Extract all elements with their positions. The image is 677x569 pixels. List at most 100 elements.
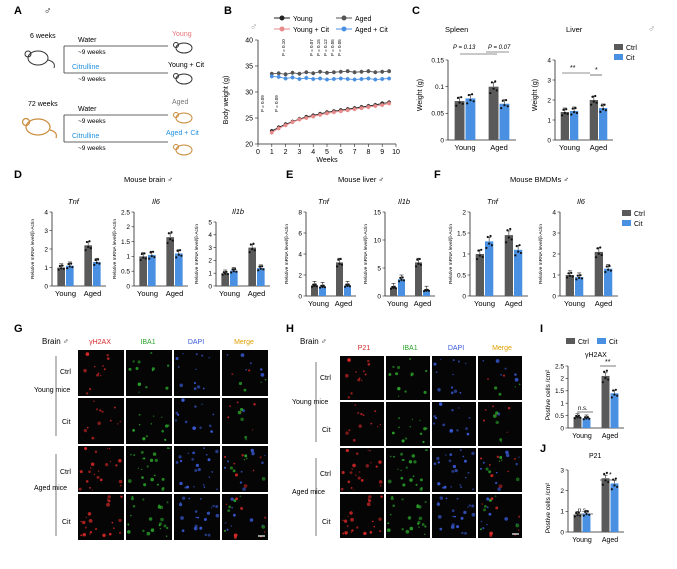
cell-signal [489, 531, 493, 536]
cell-signal [352, 463, 356, 468]
cell-signal [450, 486, 452, 488]
replicate-dot [315, 285, 318, 288]
cell-signal [153, 474, 156, 477]
replicate-dot [94, 258, 97, 262]
replicate-dot [495, 89, 498, 92]
cell-signal [107, 498, 109, 500]
cell-signal [500, 374, 502, 376]
replicate-dot [585, 513, 588, 516]
cell-signal [518, 456, 520, 458]
y-tick-label: 4 [44, 209, 48, 216]
cell-signal [250, 448, 255, 453]
cell-signal [244, 435, 248, 439]
cell-signal [118, 459, 122, 463]
panel-letter: B [224, 5, 232, 17]
data-point [345, 108, 350, 113]
cell-signal [182, 352, 184, 355]
y-tick-label: 30 [245, 90, 253, 97]
cell-signal [236, 401, 239, 404]
cell-signal [370, 422, 373, 425]
panel-title: Mouse BMDMs ♂ [510, 175, 569, 184]
cell-signal [120, 495, 123, 498]
cell-signal [362, 414, 365, 417]
legend-label: Ctrl [626, 45, 637, 52]
cell-signal [243, 459, 246, 461]
cell-signal [421, 523, 425, 526]
cell-signal [148, 517, 153, 521]
cell-signal [239, 495, 242, 498]
bar [84, 245, 92, 286]
y-tick-label: 5 [208, 219, 212, 226]
cell-signal [505, 453, 510, 458]
micrograph-grid-g [78, 350, 268, 540]
replicate-dot [504, 241, 508, 244]
p-value: P = 0.09 [260, 95, 265, 112]
cell-signal [359, 471, 361, 473]
cell-signal [197, 468, 201, 472]
replicate-dot [492, 87, 495, 90]
cell-signal [460, 486, 462, 489]
replicate-dot [319, 286, 322, 289]
y-tick-label: 6 [298, 230, 302, 237]
y-tick-label: 1 [560, 509, 564, 516]
y-axis-label: Relative mRNA level/β-Actin [194, 224, 200, 284]
cell-signal [425, 369, 428, 373]
micrograph-tile [126, 446, 172, 492]
y-tick-label: 3 [560, 467, 564, 474]
ns-label: n.s. [578, 406, 588, 412]
cell-signal [498, 484, 503, 489]
y-tick-label: 2.5 [555, 363, 564, 370]
cell-signal [97, 470, 100, 472]
cell-signal [106, 502, 110, 507]
replicate-dot [399, 276, 402, 279]
cell-signal [199, 497, 202, 500]
bar [560, 112, 569, 140]
cell-signal [409, 357, 412, 360]
replicate-dot [579, 274, 582, 277]
replicate-dot [221, 273, 224, 276]
cell-signal [432, 422, 436, 425]
replicate-dot [337, 258, 340, 261]
cell-signal [118, 531, 122, 535]
legend-swatch [566, 338, 575, 344]
cell-signal [417, 505, 422, 509]
cell-signal [500, 459, 503, 461]
cell-signal [379, 529, 382, 533]
cell-signal [341, 471, 345, 475]
cell-signal [342, 519, 344, 522]
y-axis-label: Relative mRNA level/β-Actin [363, 224, 369, 284]
cell-signal [348, 429, 351, 432]
cell-signal [377, 426, 379, 428]
replicate-dot [323, 286, 326, 289]
data-point [290, 120, 295, 125]
bar [570, 111, 579, 140]
cell-signal [488, 512, 492, 516]
cell-signal [390, 496, 394, 501]
data-point [325, 111, 329, 116]
replicate-dot [140, 252, 143, 256]
replicate-dot [594, 256, 598, 259]
bar [175, 253, 183, 286]
cell-signal [451, 469, 455, 473]
x-tick-label: 3 [297, 149, 301, 156]
micrograph-tile [222, 350, 268, 396]
replicate-dot [235, 270, 238, 273]
cell-signal [193, 387, 197, 391]
replicate-dot [314, 283, 317, 286]
y-tick-label: 35 [245, 64, 253, 71]
cell-signal [411, 418, 414, 421]
cell-signal [245, 368, 247, 371]
replicate-dot [603, 370, 606, 373]
micrograph-tile [126, 350, 172, 396]
bar [257, 268, 265, 286]
panel-letter: D [14, 169, 22, 181]
replicate-dot [458, 101, 461, 104]
replicate-dot [336, 265, 339, 268]
micrograph-tile [174, 398, 220, 444]
p-values-bottom: P = 0.09 P = 0.09 [260, 95, 279, 112]
replicate-dot [67, 262, 70, 266]
cell-signal [367, 359, 370, 363]
replicate-dot [609, 269, 613, 272]
replicate-dot [489, 234, 492, 238]
cell-signal [369, 531, 373, 534]
